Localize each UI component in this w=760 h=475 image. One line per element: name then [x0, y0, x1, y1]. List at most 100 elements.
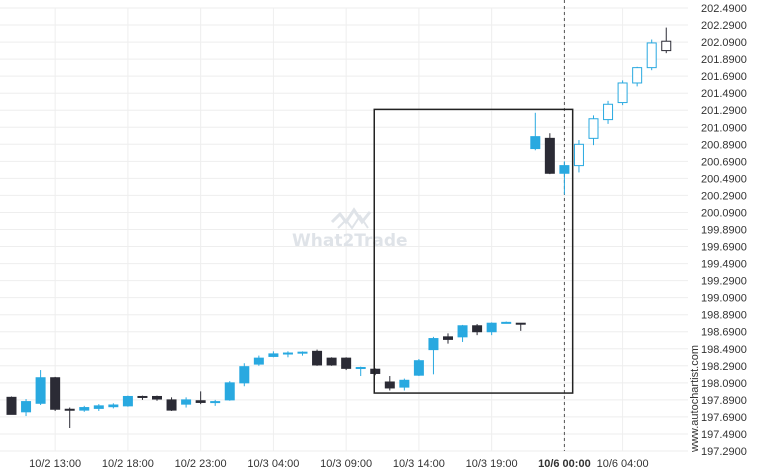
candle — [210, 399, 221, 406]
y-tick-label: 199.4900 — [701, 259, 747, 271]
y-tick-label: 201.4900 — [701, 88, 747, 100]
watermark: What2Trade — [292, 207, 408, 251]
y-tick-label: 201.2900 — [701, 105, 747, 117]
y-tick-label: 201.6900 — [701, 71, 747, 83]
y-tick-label: 201.0900 — [701, 122, 747, 134]
candle — [355, 366, 366, 377]
y-tick-label: 199.8900 — [701, 225, 747, 237]
candle-body — [122, 395, 133, 407]
candle — [122, 395, 133, 407]
candle — [457, 324, 468, 342]
candle — [282, 351, 293, 358]
candle — [268, 351, 279, 358]
candle — [297, 351, 308, 356]
candle-body — [341, 357, 352, 369]
watermark-logo-icon — [330, 207, 372, 230]
candle-body — [413, 360, 424, 376]
candle — [384, 376, 395, 391]
candle-body — [93, 405, 104, 409]
candle — [472, 324, 483, 336]
y-tick-label: 197.4900 — [701, 429, 747, 441]
candle — [413, 358, 424, 377]
candle-body — [35, 377, 46, 404]
candle — [195, 391, 206, 405]
candle — [341, 357, 352, 371]
candle — [646, 39, 657, 71]
x-tick-label: 10/2 18:00 — [102, 458, 154, 470]
candle-body — [617, 82, 628, 104]
pattern-box — [373, 108, 574, 394]
x-tick-label: 10/6 04:00 — [597, 458, 649, 470]
y-tick-label: 200.2900 — [701, 190, 747, 202]
y-tick-label: 198.4900 — [701, 344, 747, 356]
candle — [6, 396, 17, 415]
candle-body — [573, 143, 584, 167]
candle-body — [603, 103, 614, 121]
candle-body — [64, 408, 75, 411]
candle — [50, 376, 61, 411]
x-tick-label: 10/6 00:00 — [538, 458, 591, 470]
y-tick-label: 197.6900 — [701, 412, 747, 424]
y-tick-label: 198.0900 — [701, 378, 747, 390]
candle — [64, 407, 75, 428]
autochartist-side-label: www.autochartist.com — [689, 345, 701, 453]
candle-body — [312, 350, 323, 366]
y-tick-label: 199.2900 — [701, 276, 747, 288]
x-tick-label: 10/2 23:00 — [175, 458, 227, 470]
candle-body — [21, 401, 32, 413]
x-tick-label: 10/3 04:00 — [247, 458, 299, 470]
y-tick-label: 202.0900 — [701, 37, 747, 49]
candle-body — [515, 322, 526, 325]
candle-body — [297, 351, 308, 354]
candle-body — [224, 382, 235, 401]
y-tick-label: 200.0900 — [701, 207, 747, 219]
y-tick-label: 200.4900 — [701, 173, 747, 185]
candle-body — [152, 395, 162, 400]
candle — [486, 322, 497, 336]
x-tick-label: 10/2 13:00 — [29, 458, 81, 470]
candle-body — [355, 367, 366, 370]
candle — [137, 395, 148, 400]
candle-body — [282, 352, 293, 355]
candle — [501, 321, 512, 324]
candle-body — [370, 368, 381, 374]
candle — [515, 322, 526, 331]
y-tick-label: 198.6900 — [701, 327, 747, 339]
candle — [399, 378, 410, 391]
candle-body — [108, 404, 119, 408]
candle — [544, 133, 555, 175]
candle — [35, 370, 46, 405]
candle — [326, 357, 337, 366]
x-tick-label: 10/3 19:00 — [466, 458, 518, 470]
candle-body — [472, 325, 483, 333]
candle-body — [632, 67, 643, 84]
candles — [6, 27, 672, 428]
candle-body — [181, 399, 192, 405]
x-tick-label: 10/3 09:00 — [320, 458, 372, 470]
y-tick-label: 202.4900 — [701, 3, 747, 15]
candle — [181, 397, 192, 408]
y-axis-ticks: 202.4900 202.2900 202.0900 201.8900 201.6900… — [701, 3, 747, 458]
y-tick-label: 197.8900 — [701, 395, 747, 407]
y-tick-label: 201.8900 — [701, 54, 747, 66]
candle — [661, 27, 672, 54]
x-axis-ticks: 10/2 13:00 10/2 18:00 10/2 23:00 10/3 04:00… — [29, 458, 648, 470]
candle-body — [501, 321, 512, 324]
candle — [79, 405, 90, 412]
y-tick-label: 202.2900 — [701, 20, 747, 32]
candle — [443, 333, 453, 344]
y-tick-label: 200.8900 — [701, 139, 747, 151]
candle-body — [443, 336, 453, 340]
candle — [21, 399, 32, 417]
y-tick-label: 198.2900 — [701, 361, 747, 373]
candle — [108, 403, 119, 409]
candle — [559, 161, 570, 195]
candle-body — [166, 399, 177, 411]
candle — [224, 381, 235, 401]
candle — [166, 397, 177, 411]
candle — [617, 80, 628, 106]
candle — [573, 140, 584, 173]
candle — [370, 368, 381, 376]
candle — [632, 66, 643, 87]
